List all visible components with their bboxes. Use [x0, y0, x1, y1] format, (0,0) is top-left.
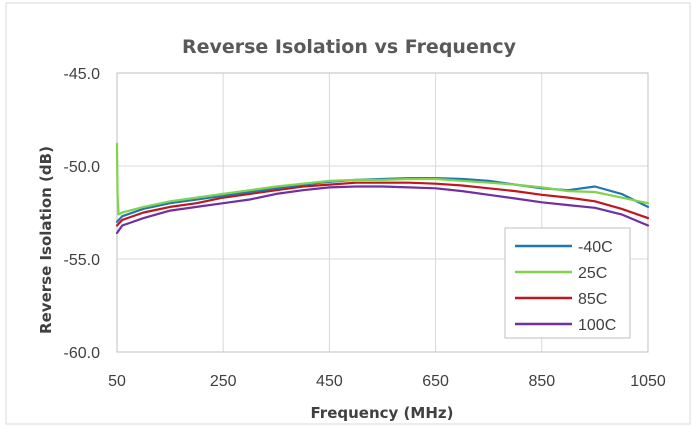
y-tick-label: -50.0 [64, 159, 101, 176]
legend: -40C 25C 85C 100C [504, 227, 631, 339]
x-tick-label: 250 [210, 373, 237, 390]
legend-label: -40C [578, 239, 613, 256]
x-axis-ticks: 50 250 450 650 850 1050 [108, 373, 666, 390]
x-tick-label: 850 [528, 373, 555, 390]
y-axis-title: Reverse Isolation (dB) [37, 146, 55, 334]
y-tick-label: -60.0 [64, 345, 101, 362]
y-axis-ticks: -45.0 -50.0 -55.0 -60.0 [64, 66, 101, 362]
series-line-85C [115, 181, 650, 227]
x-tick-label: 450 [316, 373, 343, 390]
legend-label: 85C [578, 291, 607, 308]
y-tick-label: -55.0 [64, 252, 101, 269]
series-line-100C [115, 185, 650, 235]
plot-border [116, 72, 649, 353]
x-tick-label: 650 [422, 373, 449, 390]
legend-label: 25C [578, 265, 607, 282]
y-tick-label: -45.0 [64, 66, 101, 83]
chart-title: Reverse Isolation vs Frequency [182, 36, 517, 58]
legend-label: 100C [578, 317, 616, 334]
x-axis-title: Frequency (MHz) [311, 404, 454, 422]
series-line-25C [115, 142, 650, 216]
x-tick-label: 50 [108, 373, 126, 390]
series-layer [115, 142, 650, 235]
x-tick-label: 1050 [630, 373, 666, 390]
